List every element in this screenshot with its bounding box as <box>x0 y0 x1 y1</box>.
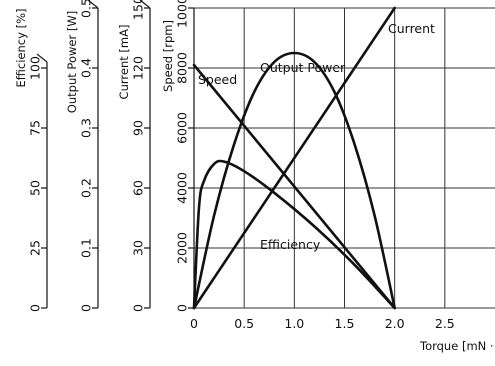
efficiency-tick-label: 25 <box>28 240 43 256</box>
output_power-tick-label: 0.1 <box>79 238 94 258</box>
x-tick-label: 2.0 <box>385 316 405 331</box>
current-tick-label: 60 <box>131 180 146 196</box>
efficiency-tick-label: 100 <box>28 56 43 80</box>
efficiency-tick-label: 0 <box>28 304 43 312</box>
output_power-tick-label: 0.4 <box>79 58 94 78</box>
x-tick-label: 1.5 <box>335 316 355 331</box>
output_power-tick-label: 0.5 <box>79 0 94 18</box>
series-label-speed: Speed <box>198 72 237 87</box>
x-tick-label: 1.0 <box>284 316 304 331</box>
efficiency-tick-label: 75 <box>28 120 43 136</box>
speed-tick-label: 6000 <box>175 112 190 144</box>
efficiency-curve <box>192 159 396 310</box>
current-axis-label: Current [mA] <box>117 25 131 100</box>
speed-curve <box>192 63 396 310</box>
speed-tick-label: 2000 <box>175 232 190 264</box>
series-label-current: Current <box>388 21 435 36</box>
speed-tick-label: 10000 <box>175 0 190 28</box>
output_power-tick-label: 0.2 <box>79 178 94 198</box>
output_power-tick-label: 0 <box>79 304 94 312</box>
x-axis-label: Torque [mN · m <box>419 339 495 353</box>
current-tick-label: 150 <box>131 0 146 20</box>
efficiency-tick-label: 50 <box>28 180 43 196</box>
output_power-axis-cap <box>87 0 99 9</box>
current-axis-cap <box>139 0 151 9</box>
current-curve <box>192 6 396 310</box>
speed-tick-label: 8000 <box>175 52 190 84</box>
curves <box>192 6 396 310</box>
axes <box>36 0 195 309</box>
current-tick-label: 30 <box>131 240 146 256</box>
current-tick-label: 0 <box>131 304 146 312</box>
series-label-output-power: Output Power <box>260 60 346 75</box>
series-label-efficiency: Efficiency <box>260 237 321 252</box>
grid <box>193 7 495 309</box>
efficiency-axis-cap <box>36 53 48 63</box>
x-tick-label: 0.5 <box>234 316 254 331</box>
current-tick-label: 90 <box>131 120 146 136</box>
x-tick-label: 0 <box>190 316 198 331</box>
output_power-axis-label: Output Power [W] <box>65 11 79 113</box>
speed-tick-label: 4000 <box>175 172 190 204</box>
current-tick-label: 120 <box>131 56 146 80</box>
x-tick-label: 2.5 <box>435 316 455 331</box>
speed-axis-label: Speed [rpm] <box>161 20 175 92</box>
efficiency-axis-label: Efficiency [%] <box>14 9 28 88</box>
output-power-curve <box>192 51 396 310</box>
speed-tick-label: 0 <box>175 304 190 312</box>
labels: 0 0.5 1.0 1.5 2.0 2.5 Torque [mN · m 0 25 50 75 100… <box>14 0 495 353</box>
output_power-tick-label: 0.3 <box>79 118 94 138</box>
